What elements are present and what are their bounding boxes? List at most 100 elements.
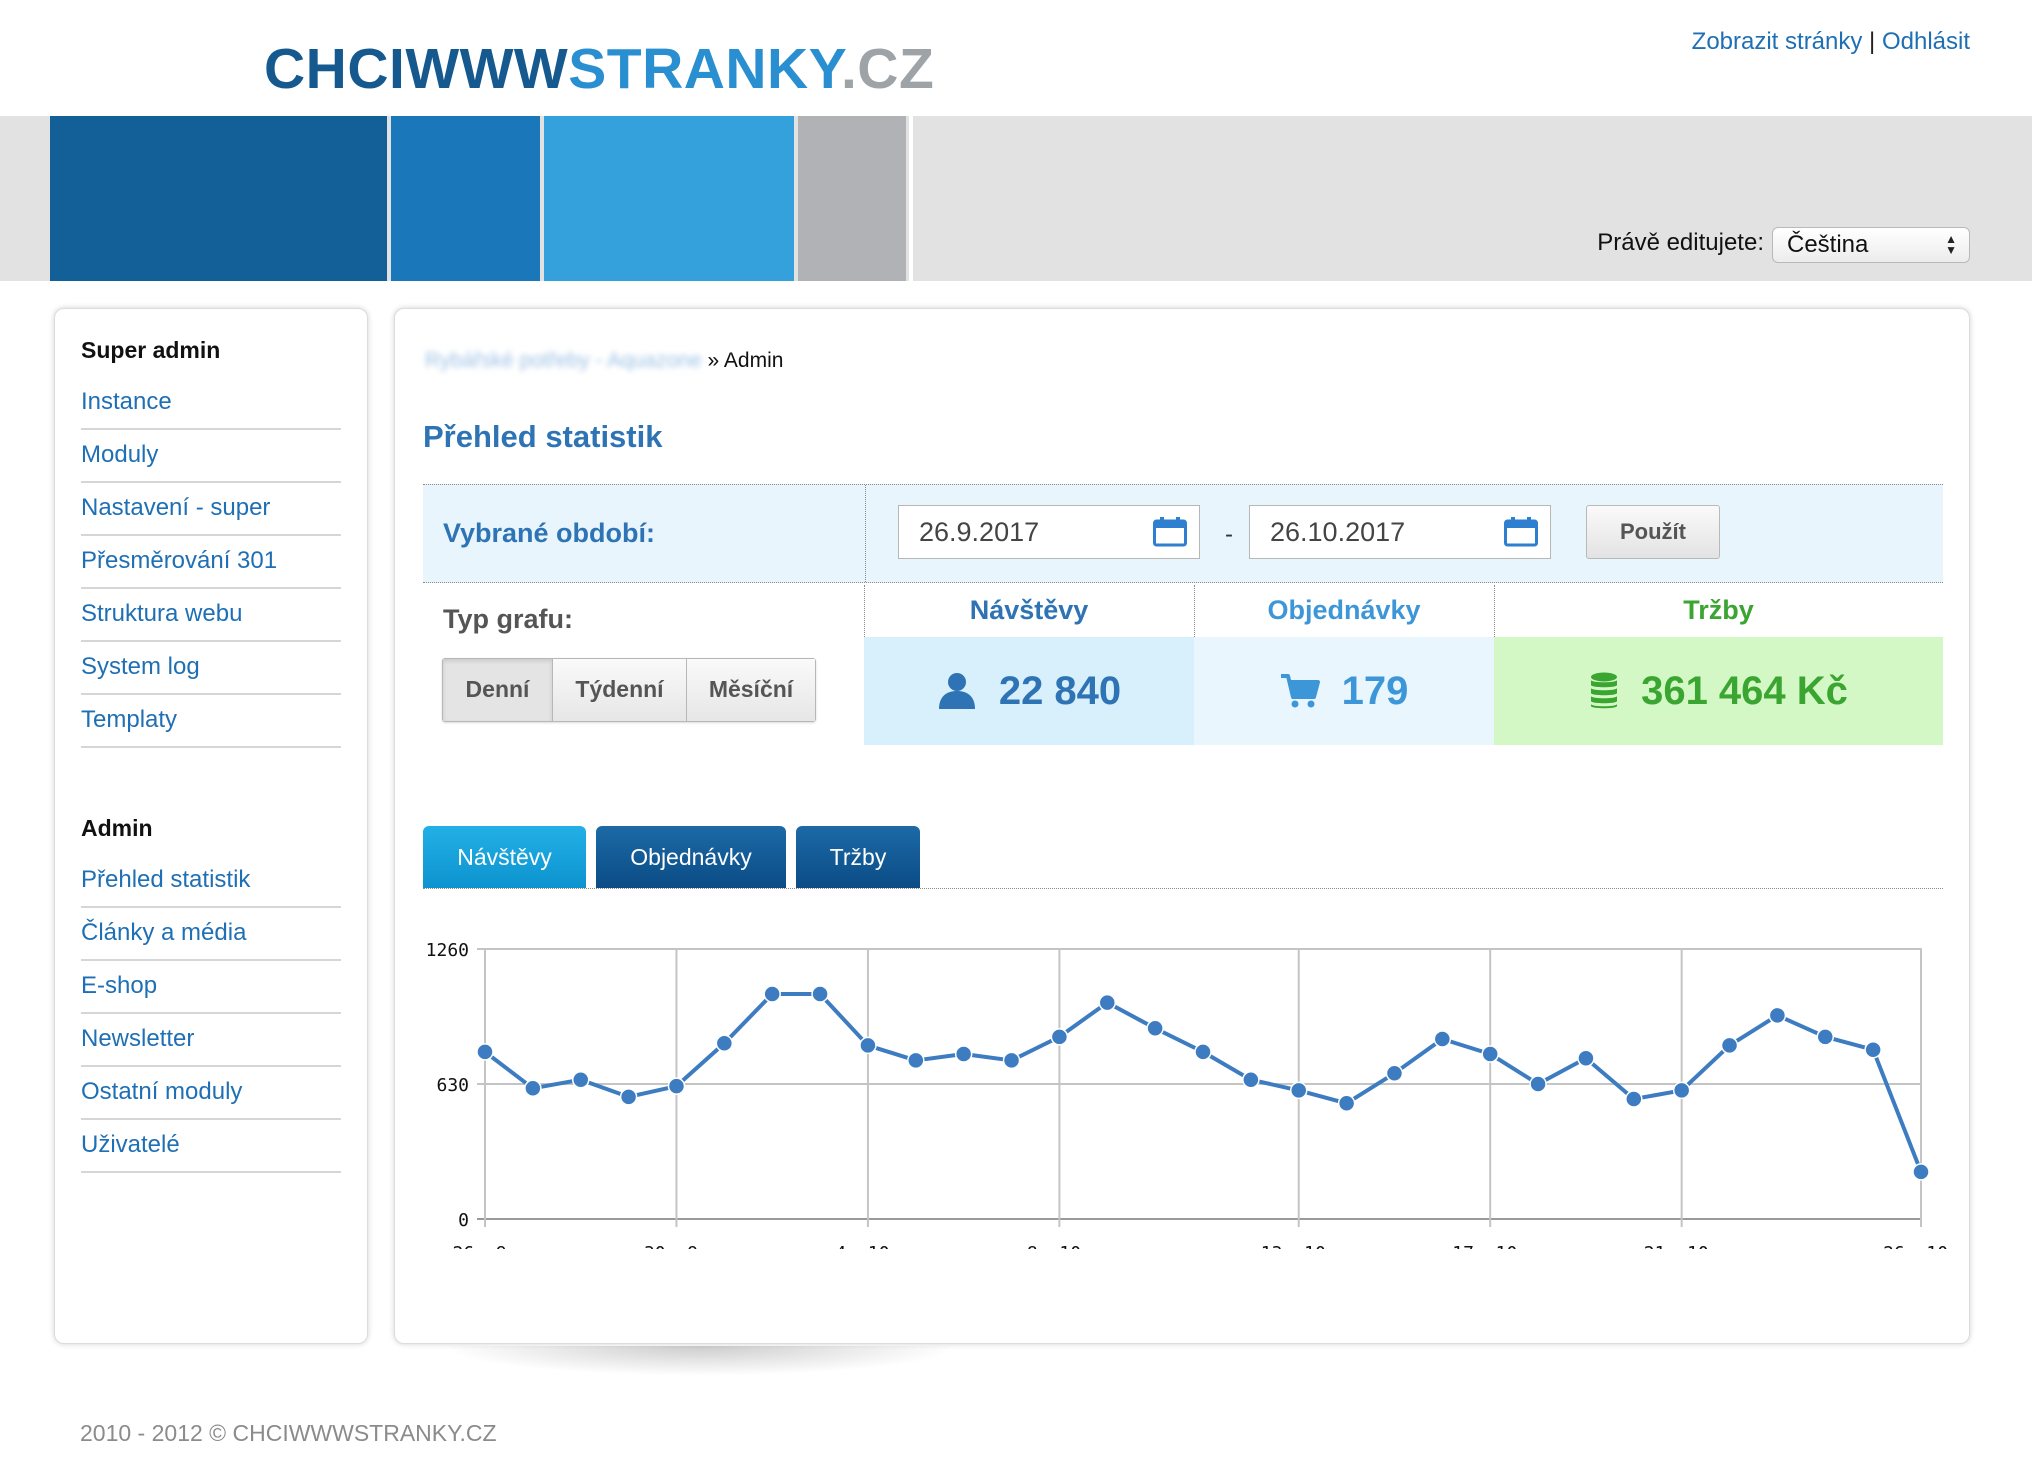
apply-button[interactable]: Použít xyxy=(1586,505,1720,559)
sidebar-item-nastaveni-super[interactable]: Nastavení - super xyxy=(81,483,341,536)
data-point xyxy=(811,985,829,1003)
calendar-icon[interactable] xyxy=(1153,517,1187,547)
date-from-input[interactable]: 26.9.2017 xyxy=(898,505,1200,559)
data-point xyxy=(1481,1045,1499,1063)
top-links-separator: | xyxy=(1869,28,1876,55)
tab-revenue[interactable]: Tržby xyxy=(796,826,920,888)
date-from-value: 26.9.2017 xyxy=(919,517,1040,547)
super-admin-menu: Instance Moduly Nastavení - super Přesmě… xyxy=(81,377,341,748)
site-logo[interactable]: CHCIWWWSTRANKY.CZ xyxy=(264,36,934,102)
sidebar-item-label[interactable]: Ostatní moduly xyxy=(81,1078,243,1105)
y-tick-label: 0 xyxy=(458,1210,469,1231)
sidebar-item-instance[interactable]: Instance xyxy=(81,377,341,430)
date-to-value: 26.10.2017 xyxy=(1270,517,1406,547)
banner-divider xyxy=(909,116,913,281)
visits-header: Návštěvy xyxy=(864,585,1194,638)
sidebar-item-label[interactable]: Přesměrování 301 xyxy=(81,547,278,574)
visits-value: 22 840 xyxy=(998,668,1122,713)
sidebar-item-moduly[interactable]: Moduly xyxy=(81,430,341,483)
orders-header: Objednávky xyxy=(1194,585,1494,638)
sidebar-item-label[interactable]: Struktura webu xyxy=(81,600,243,627)
orders-value: 179 xyxy=(1341,668,1409,713)
breadcrumb-home-link[interactable]: Rybářské potřeby - Aquazone xyxy=(425,349,702,372)
sidebar-item-label[interactable]: Newsletter xyxy=(81,1025,195,1052)
sidebar-item-label[interactable]: Templaty xyxy=(81,706,178,733)
sidebar-item-system-log[interactable]: System log xyxy=(81,642,341,695)
sidebar-item-struktura-webu[interactable]: Struktura webu xyxy=(81,589,341,642)
data-point xyxy=(667,1077,686,1095)
revenue-value: 361 464 Kč xyxy=(1641,668,1848,713)
x-tick-label: 21. 10. xyxy=(1644,1243,1720,1249)
sidebar-item-presmerovani[interactable]: Přesměrování 301 xyxy=(81,536,341,589)
data-point xyxy=(1050,1028,1069,1046)
data-point xyxy=(1146,1019,1164,1038)
banner-block xyxy=(544,116,794,281)
sidebar-item-prehled-statistik[interactable]: Přehled statistik xyxy=(81,855,341,908)
period-selector: Vybrané období: 26.9.2017 - 26.10.2017 P… xyxy=(423,484,1943,583)
language-select[interactable]: Čeština ▲ ▼ xyxy=(1772,227,1970,263)
data-point xyxy=(907,1051,925,1070)
panel-shadow xyxy=(440,1346,960,1376)
revenue-header: Tržby xyxy=(1494,585,1943,638)
admin-menu: Přehled statistik Články a média E-shop … xyxy=(81,855,341,1173)
data-point xyxy=(954,1045,973,1063)
sidebar-item-label[interactable]: System log xyxy=(81,653,200,680)
sidebar-item-label[interactable]: Instance xyxy=(81,388,172,415)
data-point xyxy=(1194,1043,1212,1061)
tab-orders[interactable]: Objednávky xyxy=(596,826,786,888)
view-site-link[interactable]: Zobrazit stránky xyxy=(1691,28,1863,55)
x-tick-label: 13. 10. xyxy=(1261,1243,1337,1249)
divider xyxy=(1494,585,1495,637)
data-point xyxy=(1816,1028,1835,1046)
logo-part-a: CHCIWWW xyxy=(264,37,569,101)
coins-icon xyxy=(1591,672,1618,709)
data-point xyxy=(1385,1064,1404,1083)
date-range-dash: - xyxy=(1225,521,1233,548)
sidebar-item-label[interactable]: Články a média xyxy=(81,919,247,946)
daily-button[interactable]: Denní xyxy=(443,659,553,721)
date-to-input[interactable]: 26.10.2017 xyxy=(1249,505,1551,559)
sidebar-item-label[interactable]: E-shop xyxy=(81,972,158,999)
monthly-button[interactable]: Měsíční xyxy=(687,659,815,721)
logout-link[interactable]: Odhlásit xyxy=(1881,28,1970,55)
sidebar-item-uzivatele[interactable]: Uživatelé xyxy=(81,1120,341,1173)
x-tick-label: 17. 10. xyxy=(1452,1243,1528,1249)
x-tick-label: 8. 10. xyxy=(1027,1243,1092,1249)
weekly-button[interactable]: Týdenní xyxy=(553,659,687,721)
data-point xyxy=(1672,1081,1691,1100)
visits-stat: 22 840 xyxy=(864,637,1194,745)
sidebar-item-label[interactable]: Moduly xyxy=(81,441,159,468)
y-tick-label: 1260 xyxy=(426,940,469,961)
sidebar-item-label[interactable]: Uživatelé xyxy=(81,1131,180,1158)
data-point xyxy=(1577,1049,1595,1068)
tab-visits[interactable]: Návštěvy xyxy=(423,826,586,888)
sidebar-item-clanky[interactable]: Články a média xyxy=(81,908,341,961)
sidebar-item-eshop[interactable]: E-shop xyxy=(81,961,341,1014)
data-point xyxy=(619,1088,638,1106)
cart-icon xyxy=(1280,674,1320,708)
select-arrows-icon: ▲ ▼ xyxy=(1945,232,1957,257)
sidebar-item-label[interactable]: Nastavení - super xyxy=(81,494,271,521)
breadcrumb-separator: » xyxy=(707,349,720,372)
data-point xyxy=(1002,1051,1021,1070)
chart-type-buttons: Denní Týdenní Měsíční xyxy=(442,658,816,722)
data-point xyxy=(1625,1090,1643,1108)
data-point xyxy=(1337,1094,1356,1113)
data-point xyxy=(524,1079,542,1098)
sidebar-item-label[interactable]: Přehled statistik xyxy=(81,866,251,893)
data-point xyxy=(571,1070,590,1089)
x-tick-label: 26. 9. xyxy=(452,1243,517,1249)
breadcrumb: Rybářské potřeby - Aquazone » Admin xyxy=(425,349,783,373)
data-point xyxy=(476,1043,494,1061)
logo-part-c: .CZ xyxy=(840,37,935,101)
sidebar: Super admin Instance Moduly Nastavení - … xyxy=(54,308,368,1344)
language-selected: Čeština xyxy=(1787,231,1869,258)
logo-part-b: STRANKY xyxy=(568,37,841,101)
x-tick-label: 26. 10. xyxy=(1883,1243,1959,1249)
calendar-icon[interactable] xyxy=(1504,517,1538,547)
data-point xyxy=(859,1036,877,1055)
sidebar-item-ostatni-moduly[interactable]: Ostatní moduly xyxy=(81,1067,341,1120)
sidebar-item-templaty[interactable]: Templaty xyxy=(81,695,341,748)
period-label: Vybrané období: xyxy=(443,518,656,548)
sidebar-item-newsletter[interactable]: Newsletter xyxy=(81,1014,341,1067)
